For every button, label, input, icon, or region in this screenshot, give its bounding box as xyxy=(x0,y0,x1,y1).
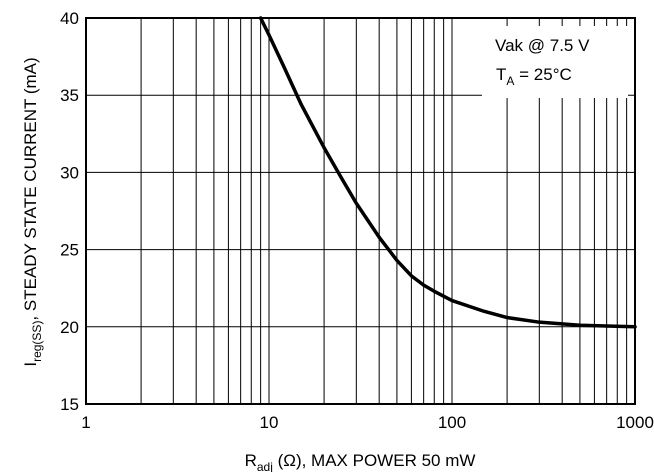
y-tick-label: 30 xyxy=(60,163,79,182)
y-tick-labels: 15 20 25 30 35 40 xyxy=(60,9,79,414)
x-tick-label: 1 xyxy=(81,413,90,432)
grid xyxy=(86,17,635,405)
x-tick-label: 100 xyxy=(438,413,466,432)
annotation-box xyxy=(482,26,628,98)
x-tick-label: 10 xyxy=(260,413,279,432)
series-line xyxy=(258,16,637,329)
y-tick-label: 40 xyxy=(60,9,79,28)
y-tick-label: 35 xyxy=(60,86,79,105)
x-axis-label: Radj (Ω), MAX POWER 50 mW xyxy=(245,451,476,472)
plot-frame xyxy=(85,17,636,405)
x-tick-labels: 1 10 100 1000 xyxy=(81,413,654,432)
y-tick-label: 15 xyxy=(60,395,79,414)
x-tick-label: 1000 xyxy=(616,413,654,432)
annotation-line-2: TA = 25°C xyxy=(496,65,572,88)
y-tick-label: 25 xyxy=(60,241,79,260)
y-tick-label: 20 xyxy=(60,318,79,337)
annotation-line-1: Vak @ 7.5 V xyxy=(495,36,590,55)
y-axis-label: Ireg(SS), STEADY STATE CURRENT (mA) xyxy=(21,57,44,366)
